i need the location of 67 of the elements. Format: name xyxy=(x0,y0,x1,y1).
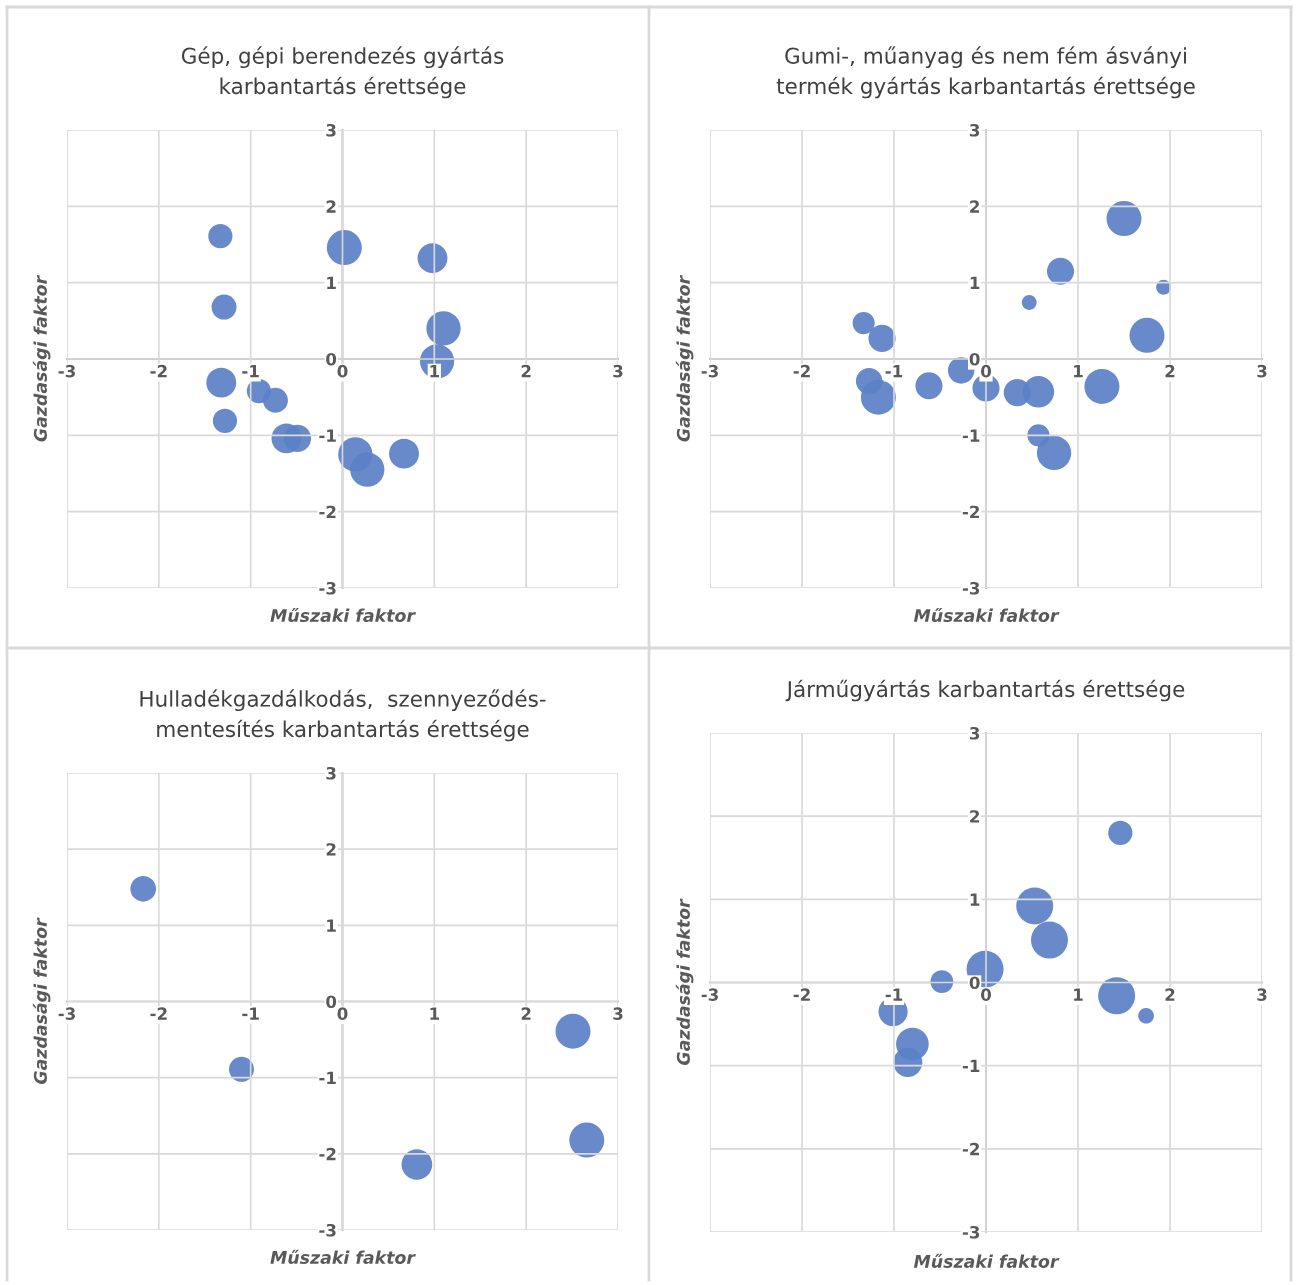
x-tick-label: -2 xyxy=(150,364,167,378)
x-tick-label: 1 xyxy=(1074,365,1083,378)
y-tick-label: -3 xyxy=(319,1223,336,1237)
x-tick-label: 1 xyxy=(430,365,439,378)
y-tick-label: 3 xyxy=(326,123,336,137)
y-axis-title: Gazdasági faktor xyxy=(675,898,694,1066)
x-tick-label: 0 xyxy=(337,1007,348,1020)
x-tick-label: 2 xyxy=(1165,364,1175,378)
chart-title: Gép, gépi berendezés gyártás karbantartás érettsége xyxy=(181,46,504,99)
y-tick-label: -2 xyxy=(319,1147,336,1161)
y-tick-label: 2 xyxy=(326,200,336,213)
y-tick-label: -2 xyxy=(962,505,979,518)
y-tick-label: 2 xyxy=(970,200,979,213)
x-tick-label: 2 xyxy=(521,364,531,378)
x-tick-label: -3 xyxy=(701,988,718,1001)
y-tick-label: -1 xyxy=(319,1071,336,1084)
x-tick-label: 0 xyxy=(981,364,991,378)
y-tick-label: 0 xyxy=(969,352,980,366)
y-tick-label: -2 xyxy=(319,505,336,518)
y-tick-label: -3 xyxy=(962,581,980,595)
x-tick-label: -1 xyxy=(242,1007,259,1020)
x-tick-label: 0 xyxy=(337,364,348,378)
y-tick-label: -1 xyxy=(319,429,336,442)
chart-title: Hulladékgazdálkodás, szennyeződés- mentesítés karbantartás érettsége xyxy=(140,689,546,742)
x-tick-label: 3 xyxy=(1257,364,1267,378)
y-tick-label: -3 xyxy=(319,581,336,595)
x-tick-label: 1 xyxy=(430,1007,439,1020)
y-tick-label: 2 xyxy=(326,843,336,856)
x-tick-label: 0 xyxy=(981,988,991,1001)
y-tick-label: 1 xyxy=(970,276,980,289)
y-tick-label: 3 xyxy=(326,766,336,780)
x-tick-label: -1 xyxy=(885,365,903,378)
x-tick-label: -3 xyxy=(701,364,718,378)
x-axis-title: Műszaki faktor xyxy=(270,1249,416,1264)
x-tick-label: 2 xyxy=(1165,988,1175,1001)
chart-title: Járműgyártás karbantartás érettsége xyxy=(785,679,1185,702)
x-tick-label: -2 xyxy=(150,1007,167,1020)
x-tick-label: -1 xyxy=(885,988,903,1001)
y-tick-label: 1 xyxy=(327,276,336,289)
x-tick-label: -2 xyxy=(793,988,810,1001)
x-axis-title: Műszaki faktor xyxy=(913,1253,1060,1268)
y-tick-label: 1 xyxy=(327,919,336,932)
x-axis-title: Műszaki faktor xyxy=(270,607,416,623)
x-tick-label: -3 xyxy=(58,364,75,378)
y-tick-label: 1 xyxy=(970,893,980,906)
y-tick-label: 2 xyxy=(970,810,979,823)
x-axis-title: Műszaki faktor xyxy=(913,607,1060,623)
y-axis-title: Gazdasági faktor xyxy=(32,917,51,1085)
y-tick-label: 0 xyxy=(326,352,337,366)
y-tick-label: -1 xyxy=(962,429,980,442)
y-tick-label: -3 xyxy=(962,1225,980,1239)
y-axis-title: Gazdasági faktor xyxy=(675,274,694,442)
x-tick-label: -3 xyxy=(58,1007,75,1020)
y-tick-label: 0 xyxy=(969,976,980,990)
x-tick-label: 2 xyxy=(521,1007,531,1020)
x-tick-label: 1 xyxy=(1074,988,1083,1001)
y-tick-label: -1 xyxy=(962,1059,980,1072)
x-tick-label: 3 xyxy=(613,364,623,378)
y-axis-title: Gazdasági faktor xyxy=(32,274,51,442)
x-tick-label: -1 xyxy=(242,365,259,378)
chart-title: Gumi-, műanyag és nem fém ásványi termék gyártás karbantartás érettsége xyxy=(776,46,1195,99)
x-tick-label: -2 xyxy=(793,364,810,378)
x-tick-label: 3 xyxy=(1257,988,1267,1001)
y-tick-label: 3 xyxy=(969,726,980,740)
y-tick-label: 3 xyxy=(969,123,980,137)
x-tick-label: 3 xyxy=(613,1007,623,1020)
y-tick-label: -2 xyxy=(962,1142,979,1156)
